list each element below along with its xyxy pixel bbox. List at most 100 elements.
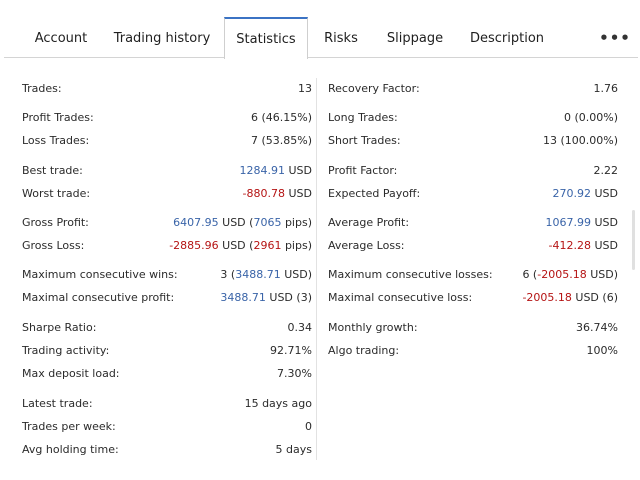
tab-description[interactable]: Description <box>469 30 545 46</box>
stat-maximal-consecutive-loss: Maximal consecutive loss: -2005.18 USD (… <box>328 289 618 305</box>
currency: USD ( <box>218 215 254 229</box>
stat-value: 6 (46.15%) <box>250 110 312 124</box>
stat-label: Trades: <box>22 81 62 95</box>
amount: 1284.91 <box>239 163 285 177</box>
amount: 1067.99 <box>545 215 591 229</box>
pips: 2961 <box>253 238 282 252</box>
amount: -2005.18 <box>522 290 572 304</box>
currency: USD (3) <box>265 290 312 304</box>
stat-label: Maximal consecutive profit: <box>22 290 175 304</box>
stat-trades: Trades: 13 <box>22 80 312 96</box>
stat-value: 92.71% <box>270 343 312 357</box>
tab-bar: Account Trading history Statistics Risks… <box>0 0 640 59</box>
stat-value: -2005.18 USD (6) <box>522 291 618 304</box>
stat-value: 13 (100.00%) <box>542 133 618 147</box>
stat-sharpe-ratio: Sharpe Ratio: 0.34 <box>22 319 312 335</box>
stat-label: Recovery Factor: <box>328 81 420 95</box>
stat-value: 0 <box>305 419 312 433</box>
stat-label: Loss Trades: <box>22 133 90 147</box>
stat-label: Long Trades: <box>328 110 398 124</box>
stat-value: 13 <box>298 81 312 95</box>
stat-label: Average Profit: <box>328 215 410 229</box>
stat-latest-trade: Latest trade: 15 days ago <box>22 395 312 411</box>
stat-value: 36.74% <box>576 320 618 334</box>
currency: USD (6) <box>571 290 618 304</box>
stat-label: Profit Factor: <box>328 163 398 177</box>
currency: USD <box>590 186 618 200</box>
stat-best-trade: Best trade: 1284.91 USD <box>22 162 312 178</box>
stat-label: Trading activity: <box>22 343 110 357</box>
pips-unit: pips) <box>281 215 312 229</box>
stat-label: Gross Loss: <box>22 238 85 252</box>
tab-divider <box>4 57 638 58</box>
stat-value: 1067.99 USD <box>545 216 618 229</box>
tab-slippage[interactable]: Slippage <box>386 30 444 46</box>
stat-value: 1.76 <box>593 81 619 95</box>
stat-label: Max deposit load: <box>22 366 120 380</box>
currency: USD <box>590 215 618 229</box>
scrollbar[interactable] <box>632 210 635 270</box>
amount: -2005.18 <box>537 267 587 281</box>
stat-loss-trades: Loss Trades: 7 (53.85%) <box>22 132 312 148</box>
stat-label: Latest trade: <box>22 396 93 410</box>
stat-label: Maximal consecutive loss: <box>328 290 473 304</box>
currency: USD <box>284 163 312 177</box>
more-menu-icon[interactable]: ••• <box>599 29 631 47</box>
stat-label: Sharpe Ratio: <box>22 320 97 334</box>
stat-algo-trading: Algo trading: 100% <box>328 342 618 358</box>
stat-long-trades: Long Trades: 0 (0.00%) <box>328 109 618 125</box>
pips-unit: pips) <box>281 238 312 252</box>
currency: USD ( <box>218 238 254 252</box>
stat-value: -880.78 USD <box>243 187 312 200</box>
currency: USD) <box>586 267 618 281</box>
tab-account[interactable]: Account <box>34 30 88 46</box>
currency: USD <box>284 186 312 200</box>
stat-label: Maximum consecutive losses: <box>328 267 493 281</box>
currency: USD) <box>280 267 312 281</box>
amount: 3488.71 <box>235 267 281 281</box>
stat-value: 2.22 <box>593 163 619 177</box>
stat-average-profit: Average Profit: 1067.99 USD <box>328 214 618 230</box>
stat-value: 0 (0.00%) <box>563 110 618 124</box>
currency: USD <box>590 238 618 252</box>
stat-gross-profit: Gross Profit: 6407.95 USD (7065 pips) <box>22 214 312 230</box>
tab-risks[interactable]: Risks <box>324 30 358 46</box>
amount: 3488.71 <box>220 290 266 304</box>
stat-gross-loss: Gross Loss: -2885.96 USD (2961 pips) <box>22 237 312 253</box>
stat-recovery-factor: Recovery Factor: 1.76 <box>328 80 618 96</box>
stat-label: Maximum consecutive wins: <box>22 267 178 281</box>
tab-statistics[interactable]: Statistics <box>224 17 308 59</box>
tab-trading-history[interactable]: Trading history <box>113 30 211 46</box>
stat-value: 0.34 <box>287 320 313 334</box>
stat-trading-activity: Trading activity: 92.71% <box>22 342 312 358</box>
stat-value: 15 days ago <box>244 396 312 410</box>
stat-value: 3 (3488.71 USD) <box>220 268 312 281</box>
stat-value: 6 (-2005.18 USD) <box>522 268 618 281</box>
stat-value: 7 (53.85%) <box>250 133 312 147</box>
stat-maximal-consecutive-profit: Maximal consecutive profit: 3488.71 USD … <box>22 289 312 305</box>
stat-value: -412.28 USD <box>549 239 618 252</box>
stat-label: Best trade: <box>22 163 83 177</box>
amount: -412.28 <box>548 238 591 252</box>
amount: 6407.95 <box>173 215 219 229</box>
stat-value: 7.30% <box>277 366 312 380</box>
stat-label: Monthly growth: <box>328 320 418 334</box>
stat-label: Avg holding time: <box>22 442 119 456</box>
count: 3 ( <box>220 267 236 281</box>
stat-expected-payoff: Expected Payoff: 270.92 USD <box>328 185 618 201</box>
pips: 7065 <box>253 215 282 229</box>
stat-short-trades: Short Trades: 13 (100.00%) <box>328 132 618 148</box>
stat-max-consecutive-wins: Maximum consecutive wins: 3 (3488.71 USD… <box>22 266 312 282</box>
stat-label: Trades per week: <box>22 419 116 433</box>
stat-label: Profit Trades: <box>22 110 94 124</box>
stat-value: 1284.91 USD <box>239 164 312 177</box>
stat-label: Gross Profit: <box>22 215 89 229</box>
column-divider <box>316 78 317 460</box>
stat-label: Expected Payoff: <box>328 186 421 200</box>
stat-avg-holding-time: Avg holding time: 5 days <box>22 441 312 457</box>
stat-worst-trade: Worst trade: -880.78 USD <box>22 185 312 201</box>
stat-value: 6407.95 USD (7065 pips) <box>173 216 312 229</box>
stat-trades-per-week: Trades per week: 0 <box>22 418 312 434</box>
stat-label: Worst trade: <box>22 186 91 200</box>
stat-profit-trades: Profit Trades: 6 (46.15%) <box>22 109 312 125</box>
